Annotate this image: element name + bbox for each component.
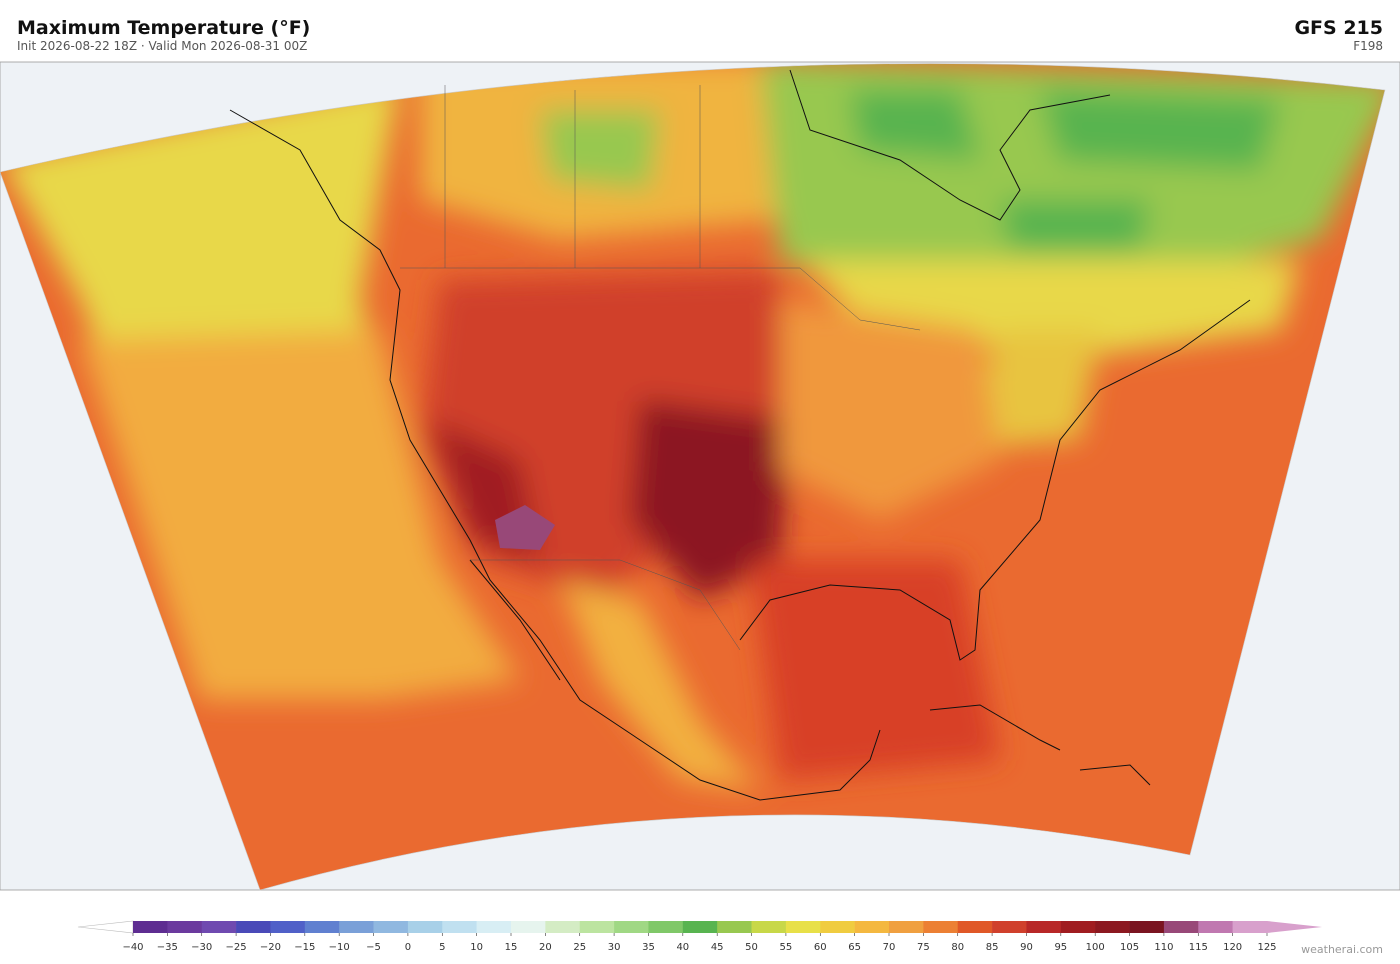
tick-label: 0 xyxy=(405,942,411,953)
tick-label: 110 xyxy=(1154,942,1173,953)
tick-label: 80 xyxy=(951,942,964,953)
color-bin xyxy=(442,921,477,933)
color-bin xyxy=(476,921,512,933)
tick-label: 40 xyxy=(676,942,689,953)
tick-label: 75 xyxy=(917,942,930,953)
color-bin xyxy=(992,921,1027,933)
coastlines xyxy=(229,69,1251,801)
color-bin xyxy=(270,921,306,933)
borders xyxy=(400,85,921,651)
tick-label: 95 xyxy=(1054,942,1067,953)
color-bin xyxy=(201,921,237,933)
tick-label: 100 xyxy=(1086,942,1105,953)
color-bin xyxy=(957,921,993,933)
color-bin xyxy=(1026,921,1062,933)
color-bin xyxy=(1198,921,1233,933)
tick-label: 20 xyxy=(539,942,552,953)
tick-label: 55 xyxy=(780,942,793,953)
color-bin xyxy=(648,921,684,933)
tick-label: 115 xyxy=(1189,942,1208,953)
tick-label: −40 xyxy=(122,942,143,953)
tick-label: 65 xyxy=(848,942,861,953)
color-bin xyxy=(236,921,271,933)
tick-label: 10 xyxy=(470,942,483,953)
over-triangle xyxy=(1267,921,1322,933)
under-triangle xyxy=(77,920,134,934)
temperature-field xyxy=(0,63,1385,891)
tick-label: 35 xyxy=(642,942,655,953)
model: GFS 215 xyxy=(1294,17,1383,39)
tick-label: 85 xyxy=(986,942,999,953)
tick-label: 70 xyxy=(883,942,896,953)
tick-label: 50 xyxy=(745,942,758,953)
hot-spot xyxy=(495,505,555,550)
color-bin xyxy=(339,921,374,933)
tick-label: −25 xyxy=(226,942,247,953)
map xyxy=(0,61,1400,891)
forecast-hour: F198 xyxy=(1353,39,1383,53)
tick-label: 60 xyxy=(814,942,827,953)
domain-outline xyxy=(0,63,1386,891)
tick-label: −10 xyxy=(329,942,350,953)
color-bin xyxy=(1095,921,1130,933)
color-bin xyxy=(373,921,409,933)
color-bin xyxy=(751,921,787,933)
color-bin xyxy=(614,921,649,933)
tick-label: −5 xyxy=(366,942,381,953)
tick-label: −20 xyxy=(260,942,281,953)
tick-label: 15 xyxy=(505,942,518,953)
tick-label: −35 xyxy=(157,942,178,953)
tick-label: 30 xyxy=(608,942,621,953)
tick-label: 45 xyxy=(711,942,724,953)
credit: weatherai.com xyxy=(1301,943,1383,956)
color-bin xyxy=(1060,921,1096,933)
color-bin xyxy=(1232,921,1268,933)
color-bin xyxy=(304,921,340,933)
tick-label: −15 xyxy=(294,942,315,953)
color-bin xyxy=(682,921,718,933)
color-bin xyxy=(167,921,203,933)
color-bin xyxy=(820,921,855,933)
color-bin xyxy=(854,921,890,933)
colorbar: −40 −35 −30 −25 −20 −15 −10 −5 0 5 10 15 20 25 30 35 40 4… xyxy=(77,920,1322,953)
tick-label: 90 xyxy=(1020,942,1033,953)
tick-label: −30 xyxy=(191,942,212,953)
tick-label: 5 xyxy=(439,942,445,953)
tick-label: 25 xyxy=(573,942,586,953)
color-bin xyxy=(717,921,752,933)
tick-label: 105 xyxy=(1120,942,1139,953)
color-bin xyxy=(1129,921,1165,933)
color-bin xyxy=(511,921,546,933)
tick-label: 120 xyxy=(1223,942,1242,953)
color-bin xyxy=(889,921,924,933)
title: Maximum Temperature (°F) xyxy=(17,17,310,39)
color-bin xyxy=(1163,921,1199,933)
color-bin xyxy=(923,921,959,933)
color-bin xyxy=(133,921,168,933)
color-bin xyxy=(579,921,615,933)
subtitle: Init 2026-08-22 18Z · Valid Mon 2026-08-… xyxy=(17,39,307,53)
color-bin xyxy=(545,921,581,933)
tick-label: 125 xyxy=(1257,942,1276,953)
color-bin xyxy=(785,921,821,933)
color-bin xyxy=(407,921,443,933)
